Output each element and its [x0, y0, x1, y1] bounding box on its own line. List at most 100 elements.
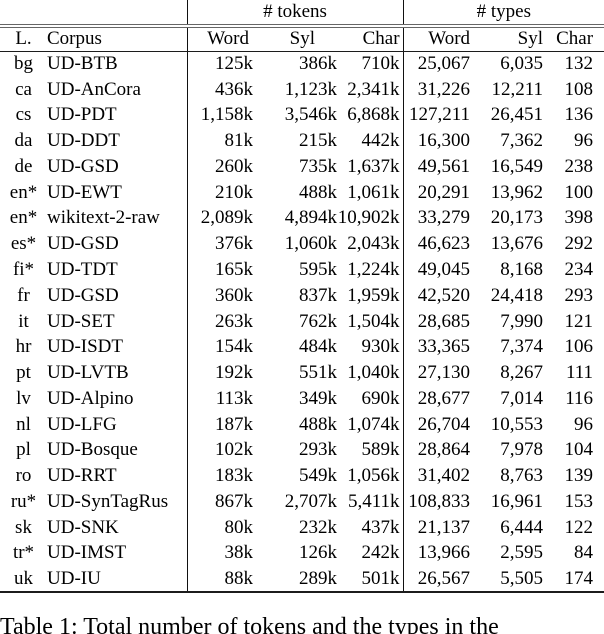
tokens-char-cell: 5,411k	[337, 489, 404, 515]
corpus-cell: UD-GSD	[47, 231, 188, 258]
tokens-word-cell: 102k	[215, 439, 253, 461]
tokens-syl-cell: 4,894k	[284, 207, 337, 229]
corpus-cell: UD-GSD	[47, 154, 188, 180]
corpus-cell: UD-AnCora	[47, 76, 188, 103]
types-word-cell: 27,130	[417, 362, 471, 384]
types-char-cell: 132	[564, 53, 594, 75]
tokens-syl-cell: 1,123k	[284, 78, 337, 100]
table-row: tr* UD-IMST 38k 126k 242k 13,966 2,595 8…	[0, 540, 604, 567]
table-row: en* UD-EWT 210k 488k 1,061k 20,291 13,96…	[0, 179, 604, 206]
types-char-cell: 398	[564, 207, 594, 229]
lang-cell: it	[18, 310, 29, 332]
types-char-cell: 108	[564, 78, 594, 100]
types-word-cell: 16,300	[417, 130, 471, 152]
tokens-syl-cell: 549k	[299, 465, 337, 487]
table-row: pl UD-Bosque 102k 293k 589k 28,864 7,978…	[0, 437, 604, 464]
table-row: it UD-SET 263k 762k 1,504k 28,685 7,990 …	[0, 308, 604, 335]
tokens-word-cell: 2,089k	[200, 207, 253, 229]
tokens-char-cell: 501k	[337, 566, 404, 593]
lang-cell: pl	[16, 439, 31, 461]
types-syl-cell: 8,267	[500, 362, 544, 384]
types-syl-cell: 7,014	[500, 387, 544, 409]
col-header-lang: L.	[0, 26, 47, 52]
types-word-cell: 33,365	[417, 336, 471, 358]
tokens-word-cell: 154k	[215, 336, 253, 358]
lang-cell: da	[14, 130, 33, 152]
tokens-word-cell: 867k	[215, 490, 253, 512]
tokens-char-cell: 1,074k	[337, 411, 404, 438]
corpus-statistics-table: # tokens # types L. Corpus Word Syl Char…	[0, 0, 604, 594]
tokens-syl-cell: 293k	[299, 439, 337, 461]
table-row: uk UD-IU 88k 289k 501k 26,567 5,505 174	[0, 566, 604, 593]
tokens-char-cell: 710k	[337, 51, 404, 77]
types-syl-cell: 7,990	[500, 310, 544, 332]
table-row: pt UD-LVTB 192k 551k 1,040k 27,130 8,267…	[0, 360, 604, 386]
types-char-cell: 121	[564, 310, 594, 332]
types-syl-cell: 26,451	[490, 104, 544, 126]
corpus-cell: UD-GSD	[47, 282, 188, 309]
tokens-char-cell: 2,341k	[337, 76, 404, 103]
table-row: de UD-GSD 260k 735k 1,637k 49,561 16,549…	[0, 154, 604, 180]
types-group-header: # types	[403, 0, 604, 28]
types-word-cell: 108,833	[408, 490, 471, 512]
table-row: lv UD-Alpino 113k 349k 690k 28,677 7,014…	[0, 385, 604, 412]
tokens-word-cell: 80k	[224, 516, 254, 538]
tokens-word-cell: 88k	[224, 567, 254, 589]
types-syl-cell: 10,553	[490, 413, 544, 435]
types-word-cell: 33,279	[417, 207, 471, 229]
tokens-word-cell: 183k	[215, 465, 253, 487]
tokens-word-cell: 125k	[215, 53, 253, 75]
column-header-row: L. Corpus Word Syl Char Word Syl Char	[0, 26, 604, 52]
types-word-cell: 20,291	[417, 181, 471, 203]
lang-cell: fr	[17, 284, 30, 306]
tokens-syl-cell: 386k	[299, 53, 337, 75]
lang-cell: tr*	[12, 542, 35, 564]
tokens-word-cell: 81k	[224, 130, 254, 152]
types-syl-cell: 5,505	[500, 567, 544, 589]
types-syl-cell: 8,763	[500, 465, 544, 487]
tokens-syl-cell: 837k	[299, 284, 337, 306]
tokens-char-cell: 10,902k	[337, 205, 404, 232]
col-header-corpus: Corpus	[47, 26, 188, 52]
types-syl-cell: 13,962	[490, 181, 544, 203]
tokens-char-cell: 1,061k	[337, 179, 404, 206]
tokens-syl-cell: 488k	[299, 181, 337, 203]
tokens-word-cell: 376k	[215, 233, 253, 255]
types-char-cell: 122	[564, 516, 594, 538]
lang-cell: cs	[15, 104, 32, 126]
lang-cell: bg	[14, 53, 33, 75]
types-char-cell: 84	[574, 542, 594, 564]
types-char-cell: 100	[564, 181, 594, 203]
types-char-cell: 106	[564, 336, 594, 358]
lang-cell: en*	[9, 207, 38, 229]
types-char-cell: 293	[564, 284, 594, 306]
table-row: hr UD-ISDT 154k 484k 930k 33,365 7,374 1…	[0, 334, 604, 361]
types-char-cell: 292	[564, 233, 594, 255]
types-char-cell: 174	[564, 567, 594, 589]
types-char-cell: 136	[564, 104, 594, 126]
corpus-cell: UD-LVTB	[47, 360, 188, 386]
tokens-word-cell: 1,158k	[200, 104, 253, 126]
corpus-cell: UD-IMST	[47, 540, 188, 567]
col-header-tokens-char: Char	[337, 26, 404, 52]
group-header-row: # tokens # types	[0, 0, 604, 28]
types-syl-cell: 20,173	[490, 207, 544, 229]
tokens-syl-cell: 595k	[299, 259, 337, 280]
corpus-cell: UD-ISDT	[47, 334, 188, 361]
lang-cell: uk	[14, 567, 33, 589]
tokens-word-cell: 192k	[215, 362, 253, 384]
types-word-cell: 46,623	[417, 233, 471, 255]
corpus-cell: UD-Bosque	[47, 437, 188, 464]
types-syl-cell: 16,549	[490, 155, 544, 177]
corpus-cell: UD-BTB	[47, 51, 188, 77]
tokens-word-cell: 263k	[215, 310, 253, 332]
tokens-word-cell: 187k	[215, 413, 253, 435]
tokens-word-cell: 260k	[215, 155, 253, 177]
tokens-syl-cell: 1,060k	[284, 233, 337, 255]
corpus-cell: UD-EWT	[47, 179, 188, 206]
types-syl-cell: 7,374	[500, 336, 544, 358]
corpus-cell: UD-LFG	[47, 411, 188, 438]
tokens-syl-cell: 349k	[299, 387, 337, 409]
lang-cell: sk	[15, 516, 32, 538]
tokens-char-cell: 1,224k	[337, 257, 404, 283]
